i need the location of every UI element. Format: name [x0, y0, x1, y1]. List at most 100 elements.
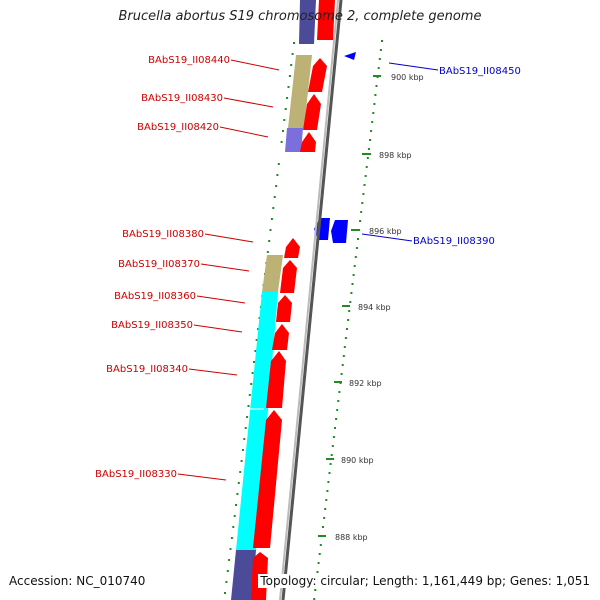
gc-dot	[365, 166, 368, 168]
gc-dot	[348, 310, 351, 312]
gc-dot	[250, 383, 253, 385]
gc-dot	[288, 75, 291, 77]
gene-label-08390[interactable]: BAbS19_II08390	[413, 236, 495, 247]
gc-dot	[255, 339, 258, 341]
gc-dot	[360, 211, 363, 213]
gene-labels-forward: BAbS19_II08440 BAbS19_II08430 BAbS19_II0…	[95, 55, 280, 481]
gc-dot	[343, 346, 346, 348]
leader-08360	[196, 295, 246, 304]
gc-dot	[272, 207, 275, 209]
kbp-label-900: 900 kbp	[391, 73, 424, 82]
kbp-label-892: 892 kbp	[349, 379, 382, 388]
gc-dot	[334, 427, 336, 429]
gc-dot	[375, 85, 378, 87]
gc-dot	[330, 454, 333, 456]
gene-label-08380[interactable]: BAbS19_II08380	[122, 229, 204, 240]
gc-dot	[236, 493, 239, 495]
gc-dot	[282, 130, 284, 132]
gc-dot	[366, 157, 369, 159]
gene-label-08440[interactable]: BAbS19_II08440	[148, 55, 230, 66]
gc-dot	[230, 537, 233, 539]
gene-label-08450[interactable]: BAbS19_II08450	[439, 66, 521, 77]
kbp-label-890: 890 kbp	[341, 456, 374, 465]
gc-dot	[373, 103, 376, 105]
gc-dot	[372, 112, 375, 114]
gc-dot	[325, 499, 328, 501]
gc-dot	[354, 256, 357, 258]
cds-forward-08440	[308, 58, 327, 92]
gc-dot	[332, 436, 335, 438]
gc-dot	[342, 355, 345, 357]
kbp-label-894: 894 kbp	[358, 303, 391, 312]
cog-segment-purple	[285, 128, 303, 152]
gc-dot	[240, 460, 243, 462]
cog-segment-khaki-2	[262, 255, 283, 292]
gene-label-08340[interactable]: BAbS19_II08340	[106, 364, 188, 375]
gc-dot	[246, 416, 249, 418]
gc-dot	[359, 220, 362, 222]
gc-dot	[257, 328, 260, 330]
gc-dot	[377, 67, 380, 69]
gene-labels-reverse: BAbS19_II08450 BAbS19_II08390	[361, 62, 521, 247]
cds-reverse-08450	[344, 52, 356, 60]
cog-track	[231, 0, 316, 600]
gc-dot	[293, 42, 295, 44]
cds-reverse-08390-b	[331, 220, 348, 243]
cog-segment-slate-bottom	[231, 550, 256, 600]
gc-dot	[336, 409, 339, 411]
gc-dot	[379, 49, 382, 51]
gene-label-08430[interactable]: BAbS19_II08430	[141, 93, 223, 104]
cog-segment-cyan	[236, 292, 278, 550]
cds-forward-08450-top	[317, 0, 335, 40]
gc-dot	[269, 229, 272, 231]
gc-dot	[316, 571, 319, 573]
gc-dot	[340, 373, 343, 375]
gc-dot	[224, 592, 226, 594]
gene-label-08370[interactable]: BAbS19_II08370	[118, 259, 200, 270]
backbone	[279, 0, 343, 600]
gc-dot	[233, 515, 236, 517]
accession-text: Accession: NC_010740	[9, 574, 146, 588]
gc-dot	[324, 508, 327, 510]
gc-dot	[331, 445, 334, 447]
leader-08330	[177, 473, 227, 481]
gc-dot	[244, 427, 247, 429]
gc-dot	[328, 472, 331, 474]
gc-dot	[275, 185, 278, 187]
gc-dot	[322, 526, 324, 528]
gc-dot	[358, 229, 361, 231]
gc-dot	[350, 292, 353, 294]
gene-label-08330[interactable]: BAbS19_II08330	[95, 469, 177, 480]
cds-track	[251, 0, 356, 600]
gc-dot	[226, 570, 229, 572]
leader-08440	[230, 59, 280, 71]
gc-dot	[363, 184, 366, 186]
gc-dot	[251, 372, 254, 374]
gc-dot	[329, 463, 332, 465]
gc-content-ring-outer	[313, 40, 383, 600]
gene-label-08420[interactable]: BAbS19_II08420	[137, 122, 219, 133]
gene-label-08360[interactable]: BAbS19_II08360	[114, 291, 196, 302]
cds-forward-08360	[276, 295, 292, 322]
gc-dot	[229, 548, 232, 550]
leader-08450	[388, 62, 439, 71]
gc-dot	[225, 581, 228, 583]
gc-dot	[239, 471, 242, 473]
gene-label-08350[interactable]: BAbS19_II08350	[111, 320, 193, 331]
gc-dot	[364, 175, 367, 177]
gc-dot	[349, 301, 352, 303]
gc-dot	[361, 202, 364, 204]
kbp-scale: 900 kbp 898 kbp 896 kbp 894 kbp 892 kbp …	[318, 73, 424, 542]
gc-dot	[369, 139, 371, 141]
gc-dot	[228, 559, 231, 561]
gc-dot	[280, 141, 283, 143]
gc-dot	[287, 86, 290, 88]
gc-dot	[367, 148, 370, 150]
gc-dot	[283, 119, 286, 121]
gc-dot	[323, 517, 326, 519]
gc-dot	[327, 481, 330, 483]
gc-dot	[253, 361, 255, 363]
gc-dot	[374, 94, 377, 96]
cds-forward-08350	[272, 324, 289, 350]
